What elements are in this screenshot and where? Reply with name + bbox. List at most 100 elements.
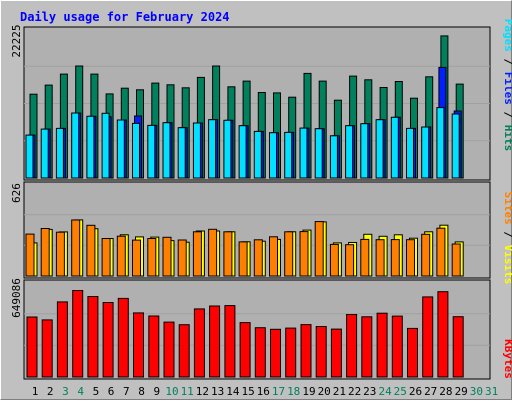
kbytes-bar	[376, 312, 388, 378]
kbytes-bar	[346, 314, 358, 378]
pages-bar	[132, 122, 140, 179]
day-label: 31	[485, 385, 498, 398]
pages-bar	[25, 134, 34, 179]
visits-bar	[390, 239, 400, 277]
day-label: 15	[241, 385, 254, 398]
day-label: 9	[153, 385, 160, 398]
visits-bar	[208, 228, 218, 277]
pages-bar	[177, 127, 186, 179]
kbytes-bar	[41, 319, 53, 378]
kbytes-bar	[391, 315, 403, 378]
kbytes-bar	[407, 327, 418, 378]
kbytes-bar	[270, 328, 281, 378]
visits-bar	[314, 221, 324, 277]
panel-visits-axis-label: Sites / Visits	[502, 192, 512, 285]
day-labels: 1 2 3 4 5 6 7 8 9 10 11 12 13 14 15 16 17 18 19 20 21 22 23 24 2…	[32, 385, 499, 398]
kbytes-bar	[87, 296, 99, 378]
visits-bar	[40, 228, 50, 277]
visits-bar	[177, 239, 187, 277]
visits-bar	[223, 231, 233, 277]
kbytes-bar	[254, 327, 266, 378]
kbytes-bar	[178, 324, 190, 378]
pages-bar	[86, 115, 95, 179]
visits-bar	[406, 239, 415, 277]
kbytes-bar	[315, 326, 327, 378]
legend-sites: Sites	[502, 192, 512, 225]
kbytes-bar	[330, 328, 342, 378]
kbytes-bar	[56, 301, 68, 378]
kbytes-bar	[26, 316, 38, 378]
kbytes-bar	[300, 324, 312, 378]
pages-bar	[223, 119, 232, 179]
day-label: 23	[363, 385, 376, 398]
day-label: 16	[257, 385, 270, 398]
visits-bar	[86, 224, 96, 277]
day-label: 25	[394, 385, 407, 398]
visits-bar	[375, 239, 385, 277]
day-label: 27	[424, 385, 437, 398]
legend-pages: Pages	[502, 19, 512, 52]
pages-bar	[421, 126, 430, 179]
pages-bar	[162, 122, 171, 179]
kbytes-bar	[361, 316, 373, 378]
day-label: 7	[123, 385, 130, 398]
day-label: 4	[77, 385, 84, 398]
kbytes-bar	[224, 305, 236, 378]
pages-bar	[71, 112, 80, 179]
kbytes-bar	[285, 327, 297, 378]
day-label: 1	[32, 385, 39, 398]
pages-bar	[40, 128, 49, 179]
kbytes-bar	[209, 305, 221, 378]
visits-bar	[345, 244, 355, 277]
visits-bar	[25, 233, 35, 277]
legend-files: Files	[502, 72, 512, 105]
visits-bar	[101, 238, 111, 277]
pages-bar	[147, 124, 156, 179]
day-label: 10	[165, 385, 178, 398]
visits-bar	[253, 239, 263, 277]
pages-bar	[55, 127, 64, 179]
day-label: 20	[318, 385, 331, 398]
day-label: 12	[196, 385, 209, 398]
kbytes-bar	[422, 296, 434, 378]
kbytes-bar	[452, 316, 464, 378]
day-label: 8	[138, 385, 145, 398]
pages-bar	[451, 113, 460, 179]
day-label: 11	[181, 385, 194, 398]
pages-bar	[253, 130, 262, 179]
panel-kbytes-ymax-label: 649086	[10, 278, 23, 318]
kbytes-bar	[117, 297, 129, 378]
pages-bar	[390, 116, 399, 179]
pages-bar	[269, 132, 277, 179]
kbytes-bar	[72, 290, 84, 378]
visits-bar	[451, 243, 461, 277]
kbytes-bar	[133, 312, 144, 378]
kbytes-bar	[437, 291, 449, 378]
day-label: 17	[272, 385, 285, 398]
pages-bar	[238, 125, 247, 179]
day-label: 6	[108, 385, 115, 398]
panel-hits-ymax-label: 22225	[10, 24, 23, 57]
pages-bar	[406, 127, 414, 179]
kbytes-bar	[193, 308, 205, 378]
day-label: 26	[409, 385, 422, 398]
legend-hits: Hits	[502, 125, 512, 152]
kbytes-bar	[102, 302, 114, 378]
visits-bar	[162, 236, 172, 277]
visits-bar	[192, 231, 202, 277]
visits-bar	[269, 236, 278, 277]
pages-bar	[208, 119, 217, 179]
day-label: 18	[287, 385, 300, 398]
visits-bar	[436, 227, 446, 277]
visits-bar	[116, 235, 126, 277]
visits-bar	[329, 243, 339, 277]
visits-bar	[132, 239, 141, 277]
visits-bar	[55, 231, 65, 277]
chart-title: Daily usage for February 2024	[20, 10, 230, 24]
day-label: 28	[439, 385, 452, 398]
pages-bar	[314, 128, 323, 179]
pages-bar	[436, 107, 445, 179]
bars	[25, 35, 464, 378]
